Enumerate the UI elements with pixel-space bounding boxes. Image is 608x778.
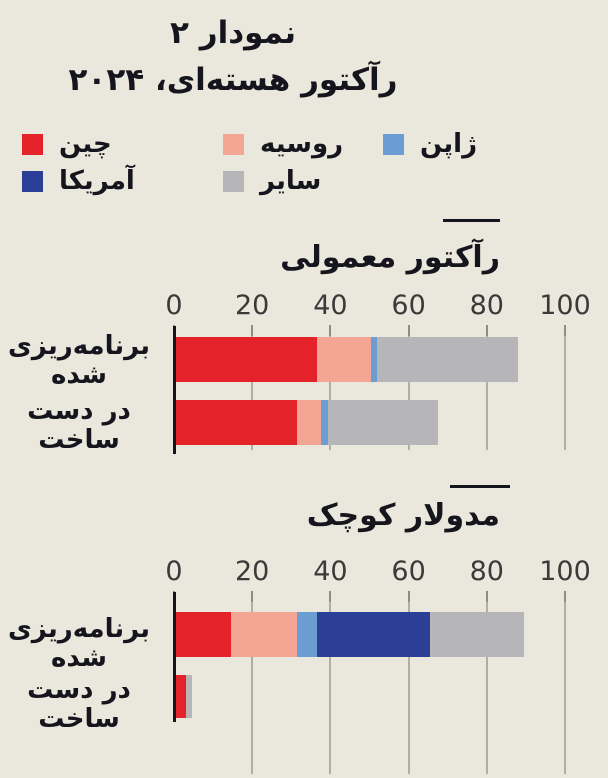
legend-label: چین: [59, 129, 112, 159]
row-label-line: شده: [51, 360, 107, 390]
row-label-line: برنامه‌ریزی: [7, 614, 151, 644]
axis-tick-label: 40: [313, 290, 348, 321]
axis-line: [173, 326, 176, 454]
bar-segment-japan: [320, 400, 329, 445]
axis-tick-label: 100: [539, 290, 591, 321]
row-label-line: در دست: [27, 675, 131, 705]
legend-label: روسیه: [260, 129, 344, 159]
axis-tick-label: 80: [469, 556, 504, 587]
row-label-line: شده: [51, 643, 107, 673]
bar-segment-other: [377, 337, 519, 382]
axis-tick-label: 60: [391, 556, 426, 587]
legend-label: ژاپن: [420, 129, 478, 159]
axis-tick-mark: [329, 591, 332, 602]
gridline: [485, 602, 488, 774]
legend-item-russia: روسیه: [223, 129, 344, 159]
chart-title: رآکتور معمولی: [280, 240, 500, 275]
axis-line: [173, 592, 176, 722]
america-swatch: [22, 170, 43, 192]
gridline: [251, 336, 254, 450]
bar-segment-japan: [297, 612, 317, 657]
chart-title: مدولار کوچک: [306, 498, 500, 533]
axis-tick-label: 0: [165, 290, 183, 321]
bar-segment-china: [176, 400, 298, 445]
axis-tick-label: 80: [469, 290, 504, 321]
axis-tick-mark: [485, 325, 488, 336]
bar-segment-china: [176, 675, 186, 718]
gridline: [485, 336, 488, 450]
bar-row: [176, 400, 438, 445]
bar-row: [176, 612, 524, 657]
gridline: [407, 602, 410, 774]
chart-small-modular: مدولار کوچک 0 20 40 60 80 100 برنامه‌ریزی شده در…: [0, 484, 608, 778]
bar-segment-other: [328, 400, 438, 445]
section-rule: [443, 219, 500, 222]
row-label: در دست ساخت: [0, 397, 158, 455]
row-label-line: برنامه‌ریزی: [7, 331, 151, 361]
gridline: [251, 602, 254, 774]
axis-tick-mark: [407, 591, 410, 602]
bar-segment-china: [176, 337, 317, 382]
row-label: برنامه‌ریزی شده: [0, 332, 158, 390]
row-label: برنامه‌ریزی شده: [0, 615, 158, 673]
gridline: [407, 336, 410, 450]
bar-row: [176, 675, 192, 718]
legend-item-japan: ژاپن: [383, 129, 478, 159]
bar-segment-other: [430, 612, 524, 657]
bar-row: [176, 337, 519, 382]
axis-tick-label: 20: [235, 290, 270, 321]
axis-tick-mark: [485, 591, 488, 602]
bar-segment-china: [176, 612, 231, 657]
chart-conventional-reactor: رآکتور معمولی 0 20 40 60 80 100 برنامه‌ریزی شده…: [0, 218, 608, 470]
figure-title-line1: نمودار ۲: [170, 15, 296, 51]
figure-header: نمودار ۲ رآکتور هسته‌ای، ۲۰۲۴: [0, 10, 466, 104]
axis-tick-mark: [564, 591, 566, 602]
gridline: [329, 336, 332, 450]
axis-tick-mark: [329, 325, 332, 336]
axis-tick-label: 100: [539, 556, 591, 587]
gridline: [564, 602, 566, 774]
row-label: در دست ساخت: [0, 676, 158, 734]
row-label-line: ساخت: [38, 704, 120, 734]
bar-segment-russia: [316, 337, 372, 382]
legend-label: آمریکا: [59, 166, 135, 196]
other-swatch: [223, 170, 244, 192]
china-swatch: [22, 133, 43, 155]
gridline: [564, 336, 566, 450]
row-label-line: در دست: [27, 396, 131, 426]
legend-item-other: سایر: [223, 166, 322, 196]
bar-segment-other: [185, 675, 192, 718]
legend-item-china: چین: [22, 129, 112, 159]
section-rule: [450, 485, 510, 488]
axis-tick-label: 0: [165, 556, 183, 587]
axis-tick-label: 60: [391, 290, 426, 321]
axis-tick-mark: [251, 325, 254, 336]
axis-tick-mark: [407, 325, 410, 336]
legend-label: سایر: [260, 166, 322, 196]
axis-tick-label: 20: [235, 556, 270, 587]
axis-tick-mark: [564, 325, 566, 336]
russia-swatch: [223, 133, 244, 155]
japan-swatch: [383, 133, 404, 155]
legend-item-america: آمریکا: [22, 166, 135, 196]
axis-tick-label: 40: [313, 556, 348, 587]
bar-segment-russia: [297, 400, 321, 445]
axis-tick-mark: [251, 591, 254, 602]
bar-segment-america: [316, 612, 431, 657]
bar-segment-russia: [230, 612, 298, 657]
legend: چین روسیه ژاپن آمریکا سایر: [0, 126, 608, 198]
row-label-line: ساخت: [38, 425, 120, 455]
gridline: [329, 602, 332, 774]
bar-segment-japan: [371, 337, 378, 382]
figure-title-line2: رآکتور هسته‌ای، ۲۰۲۴: [68, 62, 398, 98]
